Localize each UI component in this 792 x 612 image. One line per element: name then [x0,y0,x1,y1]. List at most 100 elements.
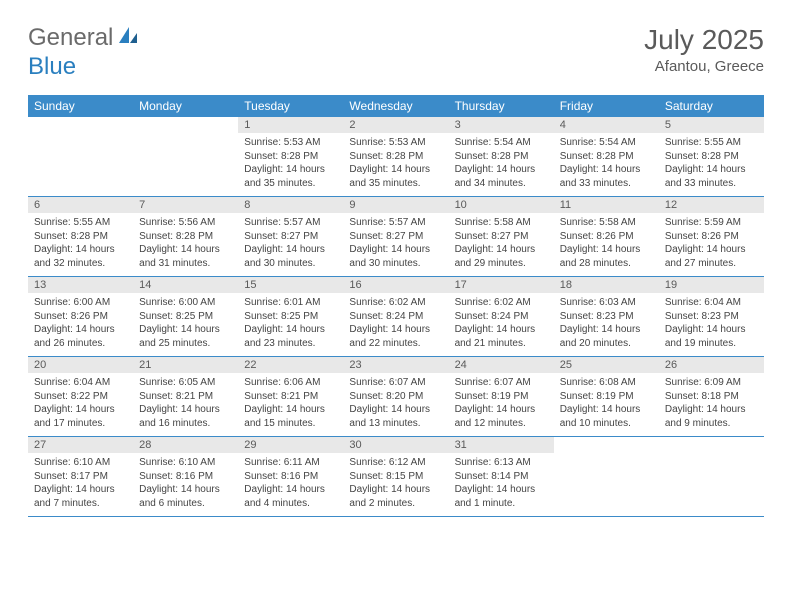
day-body: Sunrise: 6:04 AMSunset: 8:22 PMDaylight:… [28,373,133,436]
day-info-line: Sunrise: 5:59 AM [665,216,758,230]
day-info-line: Sunrise: 6:07 AM [455,376,548,390]
day-info-line: Sunrise: 6:13 AM [455,456,548,470]
day-body: Sunrise: 5:54 AMSunset: 8:28 PMDaylight:… [554,133,659,196]
day-cell: 10Sunrise: 5:58 AMSunset: 8:27 PMDayligh… [449,197,554,276]
day-info-line: Daylight: 14 hours and 29 minutes. [455,243,548,270]
calendar: SundayMondayTuesdayWednesdayThursdayFrid… [28,95,764,517]
day-info-line: Sunset: 8:17 PM [34,470,127,484]
day-info-line: Sunset: 8:15 PM [349,470,442,484]
day-body [554,441,659,497]
day-header: Monday [133,95,238,117]
day-info-line: Sunrise: 6:00 AM [34,296,127,310]
day-info-line: Daylight: 14 hours and 26 minutes. [34,323,127,350]
day-cell: 7Sunrise: 5:56 AMSunset: 8:28 PMDaylight… [133,197,238,276]
day-cell: 17Sunrise: 6:02 AMSunset: 8:24 PMDayligh… [449,277,554,356]
day-cell: 28Sunrise: 6:10 AMSunset: 8:16 PMDayligh… [133,437,238,516]
day-info-line: Sunset: 8:28 PM [139,230,232,244]
day-info-line: Sunset: 8:28 PM [455,150,548,164]
day-body: Sunrise: 5:55 AMSunset: 8:28 PMDaylight:… [659,133,764,196]
day-cell: 18Sunrise: 6:03 AMSunset: 8:23 PMDayligh… [554,277,659,356]
day-info-line: Daylight: 14 hours and 22 minutes. [349,323,442,350]
day-cell: 8Sunrise: 5:57 AMSunset: 8:27 PMDaylight… [238,197,343,276]
day-body: Sunrise: 6:10 AMSunset: 8:17 PMDaylight:… [28,453,133,516]
day-body: Sunrise: 6:09 AMSunset: 8:18 PMDaylight:… [659,373,764,436]
day-info-line: Sunrise: 6:03 AM [560,296,653,310]
day-info-line: Sunrise: 6:02 AM [455,296,548,310]
day-body: Sunrise: 6:01 AMSunset: 8:25 PMDaylight:… [238,293,343,356]
day-info-line: Sunset: 8:21 PM [244,390,337,404]
day-info-line: Sunset: 8:24 PM [349,310,442,324]
day-info-line: Daylight: 14 hours and 16 minutes. [139,403,232,430]
day-info-line: Daylight: 14 hours and 28 minutes. [560,243,653,270]
day-body: Sunrise: 6:13 AMSunset: 8:14 PMDaylight:… [449,453,554,516]
day-info-line: Daylight: 14 hours and 30 minutes. [349,243,442,270]
day-info-line: Sunrise: 5:55 AM [34,216,127,230]
day-number: 29 [238,437,343,453]
day-header: Saturday [659,95,764,117]
day-info-line: Sunrise: 6:07 AM [349,376,442,390]
day-cell: 23Sunrise: 6:07 AMSunset: 8:20 PMDayligh… [343,357,448,436]
day-info-line: Daylight: 14 hours and 33 minutes. [665,163,758,190]
day-body: Sunrise: 6:00 AMSunset: 8:26 PMDaylight:… [28,293,133,356]
day-number: 15 [238,277,343,293]
day-info-line: Daylight: 14 hours and 33 minutes. [560,163,653,190]
day-body: Sunrise: 6:03 AMSunset: 8:23 PMDaylight:… [554,293,659,356]
day-info-line: Sunrise: 6:02 AM [349,296,442,310]
week-row: 20Sunrise: 6:04 AMSunset: 8:22 PMDayligh… [28,357,764,437]
day-info-line: Daylight: 14 hours and 19 minutes. [665,323,758,350]
day-info-line: Daylight: 14 hours and 30 minutes. [244,243,337,270]
day-number: 9 [343,197,448,213]
day-info-line: Sunset: 8:28 PM [349,150,442,164]
day-cell: 11Sunrise: 5:58 AMSunset: 8:26 PMDayligh… [554,197,659,276]
day-body [659,441,764,497]
day-header: Wednesday [343,95,448,117]
day-info-line: Sunrise: 5:57 AM [349,216,442,230]
day-cell: 16 Sunrise: 6:02 AMSunset: 8:24 PMDayligh… [343,277,448,356]
day-body: Sunrise: 5:56 AMSunset: 8:28 PMDaylight:… [133,213,238,276]
day-info-line: Daylight: 14 hours and 35 minutes. [349,163,442,190]
day-number: 3 [449,117,554,133]
day-body: Sunrise: 5:53 AMSunset: 8:28 PMDaylight:… [238,133,343,196]
day-info-line: Sunrise: 6:04 AM [34,376,127,390]
day-info-line: Daylight: 14 hours and 20 minutes. [560,323,653,350]
day-info-line: Sunrise: 6:08 AM [560,376,653,390]
day-info-line: Sunset: 8:26 PM [34,310,127,324]
week-row: 27Sunrise: 6:10 AMSunset: 8:17 PMDayligh… [28,437,764,517]
week-row: 13Sunrise: 6:00 AMSunset: 8:26 PMDayligh… [28,277,764,357]
day-header-row: SundayMondayTuesdayWednesdayThursdayFrid… [28,95,764,117]
day-body: Sunrise: 5:57 AMSunset: 8:27 PMDaylight:… [238,213,343,276]
day-cell: 1Sunrise: 5:53 AMSunset: 8:28 PMDaylight… [238,117,343,196]
day-info-line: Sunset: 8:28 PM [665,150,758,164]
day-info-line: Sunrise: 5:54 AM [560,136,653,150]
day-info-line: Sunrise: 6:01 AM [244,296,337,310]
day-body [28,121,133,177]
day-number: 14 [133,277,238,293]
day-body: Sunrise: 5:55 AMSunset: 8:28 PMDaylight:… [28,213,133,276]
day-number: 11 [554,197,659,213]
day-body: Sunrise: 5:57 AMSunset: 8:27 PMDaylight:… [343,213,448,276]
day-number: 5 [659,117,764,133]
day-info-line: Sunrise: 6:10 AM [34,456,127,470]
day-info-line: Sunrise: 6:05 AM [139,376,232,390]
day-cell [554,437,659,516]
day-number: 27 [28,437,133,453]
day-info-line: Sunrise: 6:12 AM [349,456,442,470]
day-info-line: Sunset: 8:23 PM [665,310,758,324]
day-info-line: Sunrise: 6:09 AM [665,376,758,390]
day-number: 4 [554,117,659,133]
day-number: 20 [28,357,133,373]
day-cell: 19Sunrise: 6:04 AMSunset: 8:23 PMDayligh… [659,277,764,356]
logo: General [28,24,143,52]
day-cell: 12Sunrise: 5:59 AMSunset: 8:26 PMDayligh… [659,197,764,276]
day-info-line: Daylight: 14 hours and 10 minutes. [560,403,653,430]
day-body: Sunrise: 6:07 AMSunset: 8:19 PMDaylight:… [449,373,554,436]
day-info-line: Sunset: 8:27 PM [349,230,442,244]
day-cell: 2Sunrise: 5:53 AMSunset: 8:28 PMDaylight… [343,117,448,196]
day-number: 10 [449,197,554,213]
day-body [133,121,238,177]
day-number: 28 [133,437,238,453]
day-number: 16 [343,277,448,293]
day-info-line: Sunset: 8:16 PM [139,470,232,484]
day-info-line: Sunset: 8:25 PM [244,310,337,324]
day-body: Sunrise: 6:10 AMSunset: 8:16 PMDaylight:… [133,453,238,516]
